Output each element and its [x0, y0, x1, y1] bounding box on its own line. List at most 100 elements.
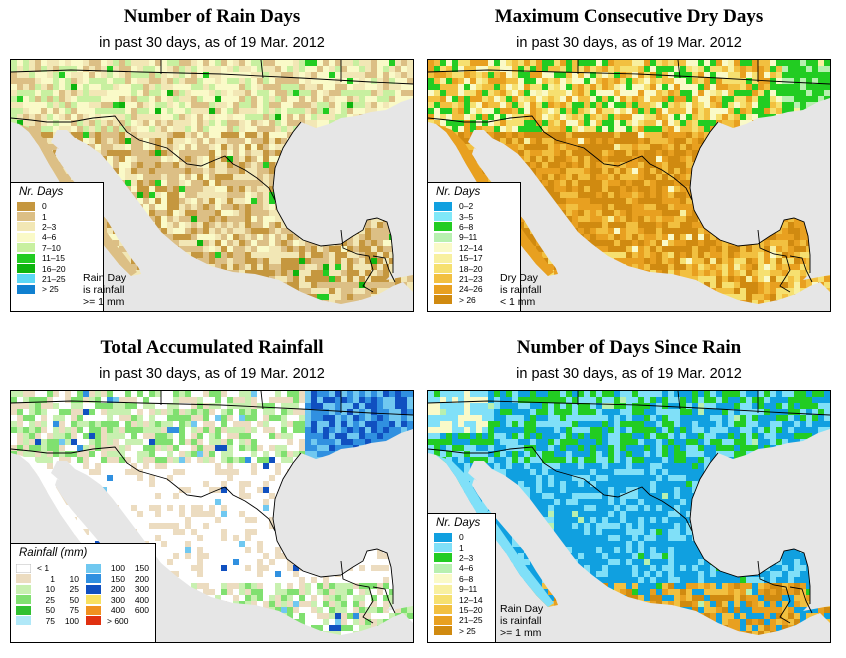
political-border [428, 69, 830, 85]
political-border [428, 446, 693, 532]
legend-item: 2–3 [17, 222, 103, 232]
legend-item: 200 300 [86, 584, 155, 595]
legend-range-high: 300 [134, 584, 149, 595]
legend-swatch [17, 232, 35, 242]
legend-items: 0 1 2–3 4–6 7–10 11–15 16–20 21–25 > 25 [11, 199, 103, 295]
legend-item: 1 [434, 542, 495, 553]
legend-item: 21–25 [17, 274, 103, 284]
map-dry-days: Nr. Days 0–2 3–5 6–8 9–11 12–14 15–17 18–20 21–… [427, 59, 831, 312]
legend-note-line: is rainfall [500, 615, 542, 627]
legend-swatch [434, 543, 452, 553]
panel-dry-days: Maximum Consecutive Dry Days in past 30 … [427, 6, 831, 320]
legend-note: Rain Day is rainfall >= 1 mm [500, 603, 543, 639]
legend-label: 11–15 [42, 253, 66, 264]
legend-item: 6–8 [434, 574, 495, 584]
legend-swatch [434, 615, 452, 625]
map-svg-days-since-rain [428, 391, 830, 642]
legend-swatch [16, 595, 31, 605]
legend-swatch [16, 584, 31, 594]
legend-swatch [86, 563, 101, 573]
legend-label: > 25 [459, 625, 476, 636]
legend-item: > 25 [17, 284, 103, 294]
legend-range: 400 600 [107, 605, 149, 615]
legend-dry-days: Nr. Days 0–2 3–5 6–8 9–11 12–14 15–17 18–20 21–… [428, 182, 521, 311]
panel-subtitle: in past 30 days, as of 19 Mar. 2012 [516, 366, 742, 382]
legend-label: 12–14 [459, 242, 483, 253]
political-border [260, 60, 264, 79]
legend-range-low: > 600 [107, 615, 129, 626]
legend-swatch [434, 232, 452, 242]
legend-item: 16–20 [17, 263, 103, 274]
legend-range-low: 10 [45, 584, 55, 595]
legend-label: 0 [459, 532, 464, 543]
legend-note-line: Rain Day [83, 272, 127, 284]
legend-swatch [86, 616, 101, 626]
legend-note-line: >= 1 mm [83, 296, 125, 308]
panel-title: Total Accumulated Rainfall [100, 337, 324, 358]
legend-item: 25 50 [16, 595, 86, 606]
political-border [340, 560, 374, 624]
legend-item: 0 [434, 532, 495, 542]
legend-swatch [17, 222, 35, 232]
legend-swatch [434, 222, 452, 232]
legend-item: 2–3 [434, 553, 495, 563]
gulf-coastline [689, 452, 811, 604]
legend-range-high: 10 [69, 573, 79, 584]
gulf-coastline [272, 452, 394, 604]
pacific-ocean [428, 122, 830, 311]
legend-range-low: 50 [45, 605, 55, 616]
legend-range-high: 400 [134, 594, 149, 605]
legend-label: 1 [42, 211, 47, 222]
legend-swatch [434, 626, 452, 636]
legend-note-line: is rainfall [83, 284, 125, 296]
legend-label: 6–8 [459, 573, 474, 584]
legend-item: 15–20 [434, 605, 495, 615]
legend-item: 3–5 [434, 211, 520, 222]
legend-swatch [17, 201, 35, 211]
legend-range-high: 50 [69, 594, 79, 605]
legend-item: 24–26 [434, 284, 520, 294]
legend-items: 0 1 2–3 4–6 6–8 9–11 12–14 15–20 21–25 > 25 [428, 530, 495, 636]
legend-note-line: is rainfall [500, 284, 542, 296]
legend-item: 0 [17, 201, 103, 211]
legend-label: > 25 [42, 284, 59, 295]
legend-swatch [434, 563, 452, 573]
legend-label: 24–26 [459, 284, 483, 295]
legend-swatch [17, 212, 35, 222]
panel-days-since-rain: Number of Days Since Rain in past 30 day… [427, 337, 831, 651]
legend-swatch [434, 553, 452, 563]
legend-range: 50 75 [37, 605, 79, 615]
legend-swatch [434, 284, 452, 294]
legend-range-low: < 1 [37, 563, 50, 574]
political-border [372, 255, 396, 283]
political-border [11, 69, 413, 85]
panel-title: Number of Rain Days [123, 6, 301, 27]
political-border [428, 400, 830, 416]
legend-label: 7–10 [42, 242, 61, 253]
legend-item: > 25 [434, 626, 495, 636]
legend-range-low: 300 [110, 594, 125, 605]
legend-range: 25 50 [37, 595, 79, 605]
legend-swatch [17, 253, 35, 263]
political-border [11, 400, 413, 416]
legend-label: 0–2 [459, 201, 474, 212]
legend-swatch [434, 212, 452, 222]
legend-swatch [17, 284, 35, 294]
legend-label: 2–3 [42, 221, 57, 232]
legend-item: 9–11 [434, 584, 495, 594]
legend-item: 12–14 [434, 243, 520, 253]
legend-item: 6–8 [434, 222, 520, 232]
legend-label: 9–11 [459, 584, 478, 595]
legend-range-low: 25 [45, 594, 55, 605]
gulf-coastline [272, 121, 394, 273]
legend-item: 300 400 [86, 594, 155, 606]
legend-swatch [434, 532, 452, 542]
legend-item: 18–20 [434, 263, 520, 274]
legend-swatch [16, 574, 31, 584]
map-rain-days: Nr. Days 0 1 2–3 4–6 7–10 11–15 16–20 21–25 > 25… [10, 59, 414, 312]
panel-title: Maximum Consecutive Dry Days [494, 6, 764, 27]
legend-swatch [434, 605, 452, 615]
political-border [757, 229, 791, 293]
caribbean-sea [810, 557, 830, 607]
caribbean-sea [810, 226, 830, 276]
